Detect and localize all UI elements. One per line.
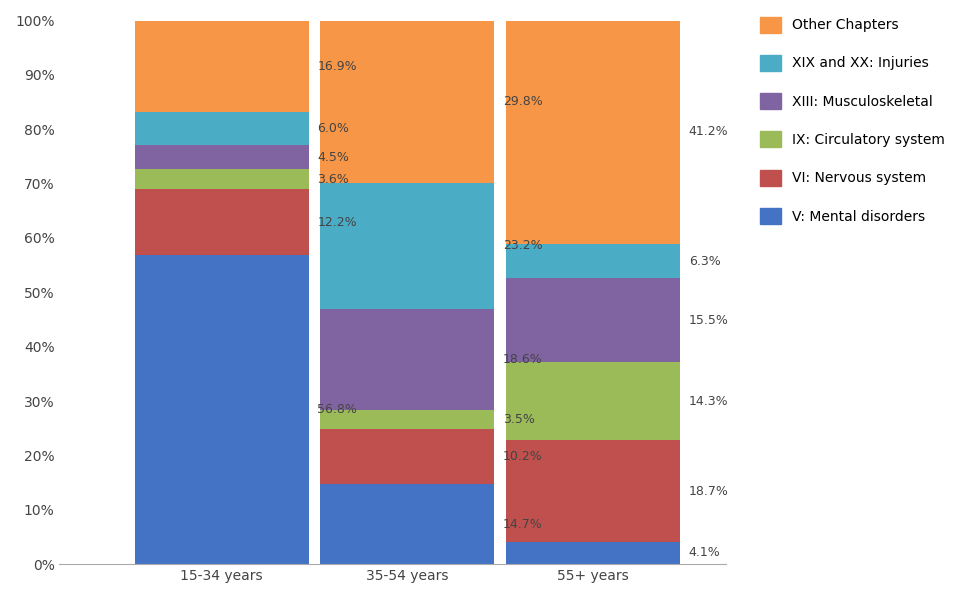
Text: 3.6%: 3.6% xyxy=(318,173,350,186)
Text: 41.2%: 41.2% xyxy=(689,126,728,139)
Bar xyxy=(506,20,680,244)
Text: 4.5%: 4.5% xyxy=(318,151,350,164)
Text: 3.5%: 3.5% xyxy=(503,413,535,426)
Bar xyxy=(506,440,680,542)
Text: 14.7%: 14.7% xyxy=(503,518,543,530)
Text: 23.2%: 23.2% xyxy=(503,239,543,252)
Bar xyxy=(506,362,680,440)
Bar xyxy=(135,20,309,112)
Text: 10.2%: 10.2% xyxy=(503,450,543,463)
Bar xyxy=(135,112,309,145)
Bar xyxy=(321,484,494,564)
Text: 18.7%: 18.7% xyxy=(689,484,729,498)
Text: 15.5%: 15.5% xyxy=(689,314,729,327)
Bar xyxy=(506,542,680,564)
Bar xyxy=(321,182,494,309)
Text: 16.9%: 16.9% xyxy=(318,60,357,73)
Bar xyxy=(321,410,494,429)
Bar xyxy=(506,244,680,278)
Bar xyxy=(321,309,494,410)
Bar xyxy=(135,255,309,564)
Legend: Other Chapters, XIX and XX: Injuries, XIII: Musculoskeletal, IX: Circulatory sys: Other Chapters, XIX and XX: Injuries, XI… xyxy=(760,17,945,224)
Bar xyxy=(321,429,494,484)
Text: 29.8%: 29.8% xyxy=(503,95,543,108)
Text: 18.6%: 18.6% xyxy=(503,353,543,366)
Text: 6.0%: 6.0% xyxy=(318,122,350,135)
Bar xyxy=(506,278,680,362)
Bar xyxy=(321,20,494,182)
Text: 6.3%: 6.3% xyxy=(689,255,720,267)
Bar xyxy=(135,145,309,169)
Text: 14.3%: 14.3% xyxy=(689,395,728,408)
Bar xyxy=(135,189,309,255)
Text: 12.2%: 12.2% xyxy=(318,216,357,228)
Text: 56.8%: 56.8% xyxy=(318,403,357,416)
Text: 4.1%: 4.1% xyxy=(689,547,720,560)
Bar xyxy=(135,169,309,189)
